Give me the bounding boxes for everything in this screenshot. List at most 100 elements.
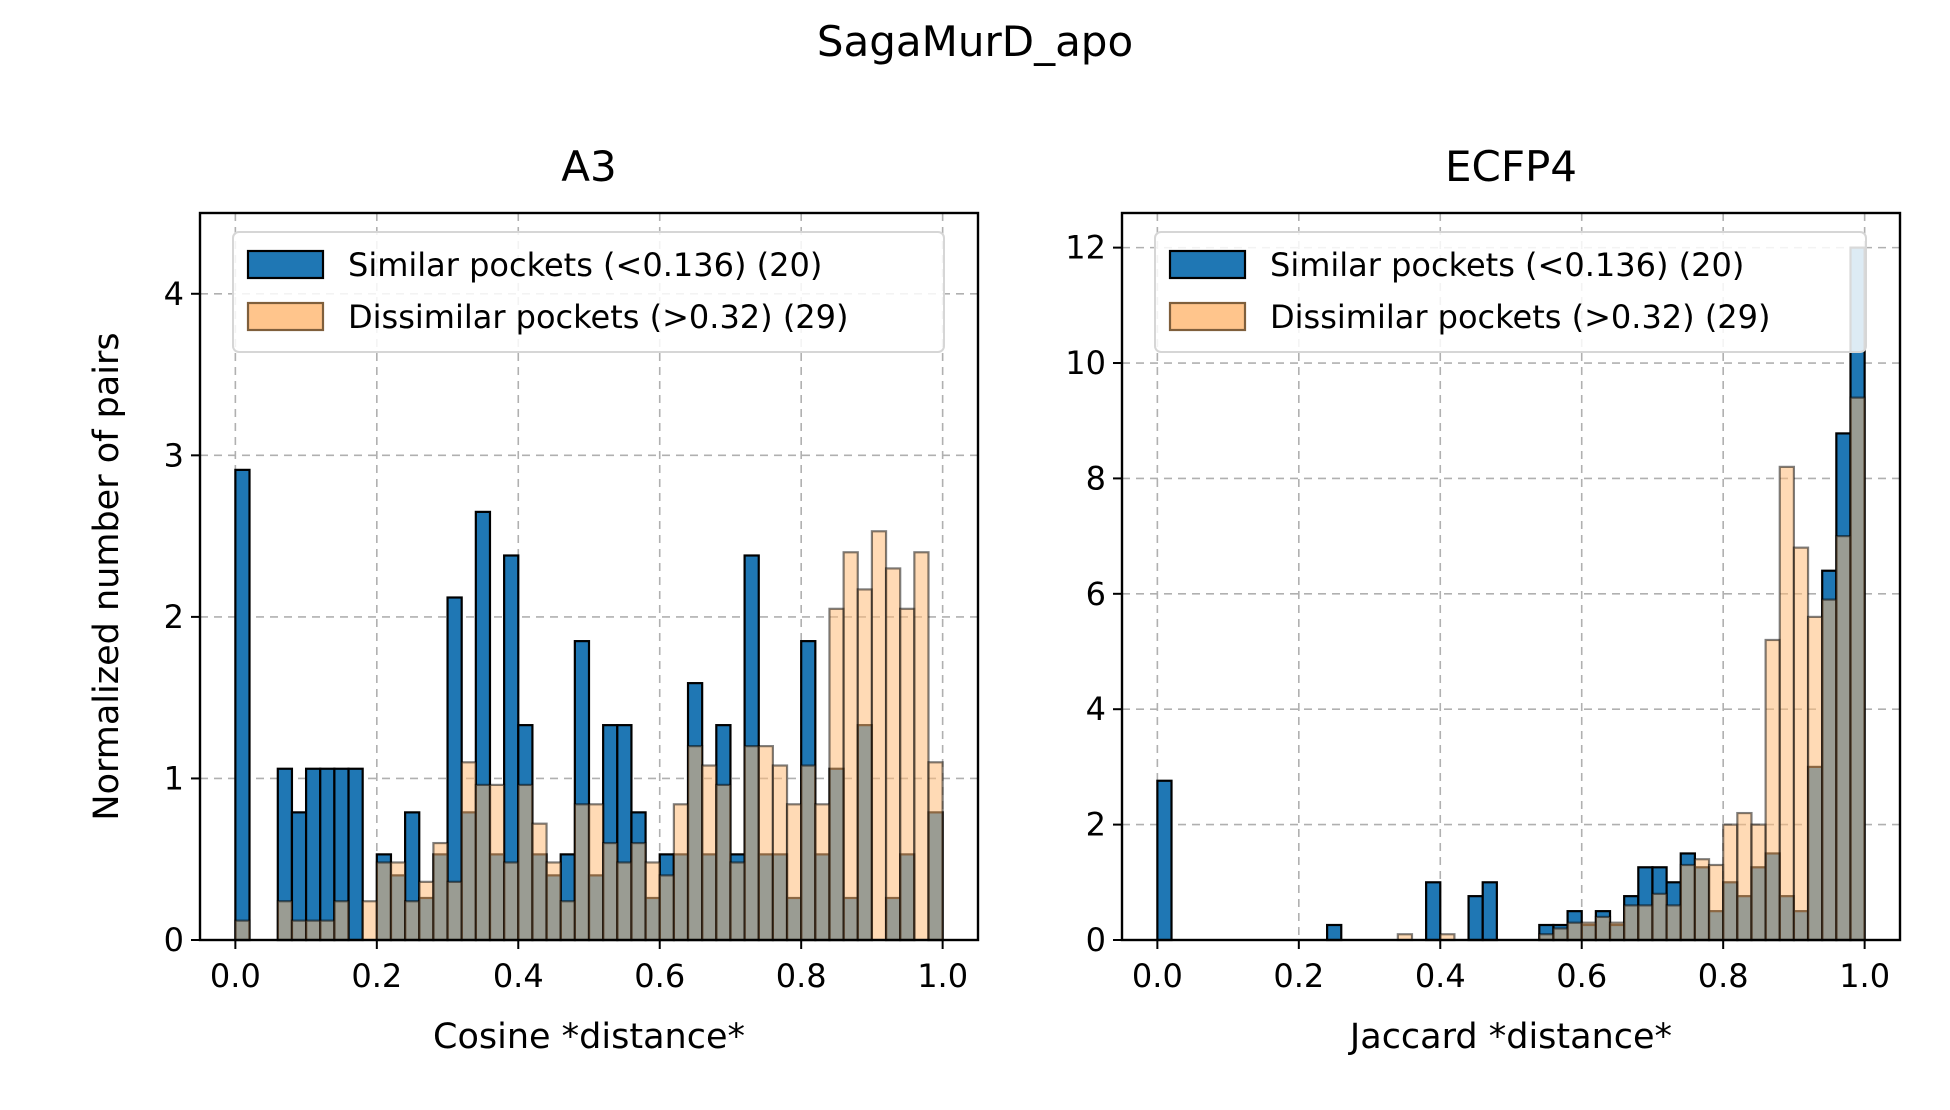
ecfp4-axes-frame bbox=[1120, 211, 1902, 942]
a3-bar-dissimilar-4 bbox=[290, 919, 308, 942]
a3-axes-frame bbox=[198, 211, 980, 942]
a3-bar-dissimilar-37 bbox=[757, 745, 774, 942]
a3-bar-dissimilar-35 bbox=[729, 861, 746, 942]
a3-bar-dissimilar-43 bbox=[842, 551, 859, 942]
panel-a3: 0.0 0.2 0.4 0.6 0.8 1.0 0 1 2 3 4 A3 Cosine *dista… bbox=[87, 142, 980, 1057]
a3-bar-dissimilar-30 bbox=[658, 874, 675, 942]
a3-bar-dissimilar-45 bbox=[870, 530, 888, 942]
ecfp4-bars bbox=[1156, 246, 1866, 942]
a3-ytick-label-1: 1 bbox=[164, 759, 184, 797]
a3-bar-dissimilar-20 bbox=[517, 783, 534, 942]
a3-bar-dissimilar-16 bbox=[460, 761, 477, 942]
a3-bar-dissimilar-23 bbox=[559, 900, 576, 942]
ecfp4-legend-swatch-similar bbox=[1168, 249, 1247, 280]
a3-bar-similar-0 bbox=[234, 468, 251, 942]
ecfp4-legend-frame bbox=[1154, 231, 1867, 353]
a3-bar-dissimilar-39 bbox=[785, 803, 803, 942]
a3-bar-dissimilar-46 bbox=[884, 567, 902, 942]
a3-bar-dissimilar-19 bbox=[503, 861, 520, 942]
ecfp4-ytick-label-4: 8 bbox=[1086, 459, 1106, 497]
a3-legend: Similar pockets (<0.136) (20) Dissimilar… bbox=[232, 231, 945, 353]
ecfp4-bar-dissimilar-46 bbox=[1806, 615, 1824, 942]
a3-bar-dissimilar-47 bbox=[899, 607, 916, 942]
ecfp4-bar-dissimilar-35 bbox=[1651, 892, 1668, 942]
a3-bar-dissimilar-10 bbox=[375, 861, 393, 942]
ecfp4-legend-swatch-dissimilar bbox=[1168, 301, 1247, 332]
ecfp4-bar-dissimilar-38 bbox=[1693, 858, 1711, 942]
a3-bar-dissimilar-12 bbox=[404, 900, 421, 942]
ecfp4-xtick-label-1: 0.2 bbox=[1273, 957, 1324, 995]
a3-bar-dissimilar-26 bbox=[602, 841, 619, 942]
ecfp4-xtick-label-0: 0.0 bbox=[1132, 957, 1183, 995]
figure-suptitle: SagaMurD_apo bbox=[817, 17, 1133, 66]
ecfp4-legend-label-similar: Similar pockets (<0.136) (20) bbox=[1270, 246, 1744, 284]
ecfp4-bar-dissimilar-40 bbox=[1722, 823, 1739, 942]
a3-bar-dissimilar-32 bbox=[686, 745, 704, 942]
ecfp4-ytick-label-1: 2 bbox=[1086, 806, 1106, 844]
a3-ytick-label-4: 4 bbox=[164, 275, 184, 313]
ecfp4-bar-dissimilar-33 bbox=[1623, 904, 1640, 942]
ecfp4-bar-dissimilar-32 bbox=[1608, 921, 1626, 942]
ecfp4-bar-similar-12 bbox=[1326, 923, 1343, 942]
ecfp4-ytick-label-6: 12 bbox=[1065, 229, 1106, 267]
ecfp4-bar-dissimilar-30 bbox=[1580, 921, 1597, 942]
ecfp4-bar-similar-19 bbox=[1425, 881, 1442, 942]
a3-bar-dissimilar-9 bbox=[361, 900, 378, 942]
a3-ticks: 0.0 0.2 0.4 0.6 0.8 1.0 0 1 2 3 4 bbox=[164, 275, 968, 995]
ecfp4-bar-dissimilar-48 bbox=[1835, 535, 1852, 942]
a3-bar-dissimilar-33 bbox=[701, 764, 718, 942]
ecfp4-bar-dissimilar-39 bbox=[1707, 863, 1725, 942]
a3-x-axis-label: Cosine *distance* bbox=[433, 1017, 745, 1057]
ecfp4-legend: Similar pockets (<0.136) (20) Dissimilar… bbox=[1154, 231, 1867, 353]
ecfp4-bar-dissimilar-43 bbox=[1764, 638, 1781, 942]
ecfp4-bar-dissimilar-45 bbox=[1792, 546, 1810, 942]
a3-bar-dissimilar-42 bbox=[828, 607, 845, 942]
a3-bar-dissimilar-15 bbox=[446, 880, 463, 942]
a3-ytick-label-2: 2 bbox=[164, 598, 184, 636]
a3-bar-dissimilar-44 bbox=[856, 588, 874, 942]
ecfp4-bar-dissimilar-37 bbox=[1679, 863, 1696, 942]
a3-bar-dissimilar-6 bbox=[319, 919, 336, 942]
a3-legend-swatch-similar bbox=[246, 249, 325, 280]
a3-legend-label-similar: Similar pockets (<0.136) (20) bbox=[348, 246, 822, 284]
a3-legend-frame bbox=[232, 231, 945, 353]
ecfp4-bar-dissimilar-44 bbox=[1778, 465, 1796, 942]
a3-bars bbox=[234, 468, 944, 942]
a3-bar-dissimilar-22 bbox=[545, 861, 562, 942]
a3-xtick-label-3: 0.6 bbox=[634, 957, 685, 995]
a3-xtick-label-1: 0.2 bbox=[351, 957, 402, 995]
ecfp4-bar-dissimilar-41 bbox=[1736, 811, 1753, 942]
ecfp4-bar-similar-23 bbox=[1481, 881, 1498, 942]
ecfp4-xtick-label-4: 0.8 bbox=[1698, 957, 1749, 995]
ecfp4-bar-dissimilar-28 bbox=[1552, 927, 1569, 942]
a3-xtick-label-4: 0.8 bbox=[776, 957, 827, 995]
ecfp4-ytick-label-3: 6 bbox=[1086, 575, 1106, 613]
ecfp4-bar-dissimilar-29 bbox=[1566, 921, 1583, 942]
ecfp4-xtick-label-3: 0.6 bbox=[1556, 957, 1607, 995]
a3-bar-dissimilar-0 bbox=[234, 919, 251, 942]
a3-bar-dissimilar-17 bbox=[474, 783, 492, 942]
a3-legend-swatch-dissimilar bbox=[246, 301, 325, 332]
a3-bar-dissimilar-29 bbox=[644, 861, 661, 942]
a3-bar-dissimilar-38 bbox=[771, 764, 789, 942]
ecfp4-ticks: 0.0 0.2 0.4 0.6 0.8 1.0 0 2 4 6 8 10 12 bbox=[1065, 229, 1890, 995]
a3-spine bbox=[198, 211, 980, 942]
a3-bar-similar-8 bbox=[347, 767, 364, 942]
a3-bar-dissimilar-14 bbox=[432, 841, 449, 942]
a3-bar-dissimilar-36 bbox=[743, 745, 760, 942]
a3-xtick-label-2: 0.4 bbox=[493, 957, 544, 995]
a3-bar-dissimilar-28 bbox=[630, 841, 647, 942]
a3-ytick-label-3: 3 bbox=[164, 436, 184, 474]
ecfp4-bar-dissimilar-31 bbox=[1594, 915, 1612, 942]
ecfp4-xtick-label-5: 1.0 bbox=[1839, 957, 1890, 995]
a3-xtick-label-5: 1.0 bbox=[917, 957, 968, 995]
ecfp4-bar-dissimilar-49 bbox=[1849, 396, 1866, 942]
ecfp4-bar-dissimilar-42 bbox=[1750, 823, 1767, 942]
a3-bar-dissimilar-18 bbox=[488, 783, 506, 942]
ecfp4-ytick-label-0: 0 bbox=[1086, 921, 1106, 959]
a3-bar-similar-6 bbox=[319, 767, 336, 942]
a3-ytick-label-0: 0 bbox=[164, 921, 184, 959]
a3-bar-dissimilar-41 bbox=[814, 803, 831, 942]
ecfp4-spine bbox=[1120, 211, 1902, 942]
